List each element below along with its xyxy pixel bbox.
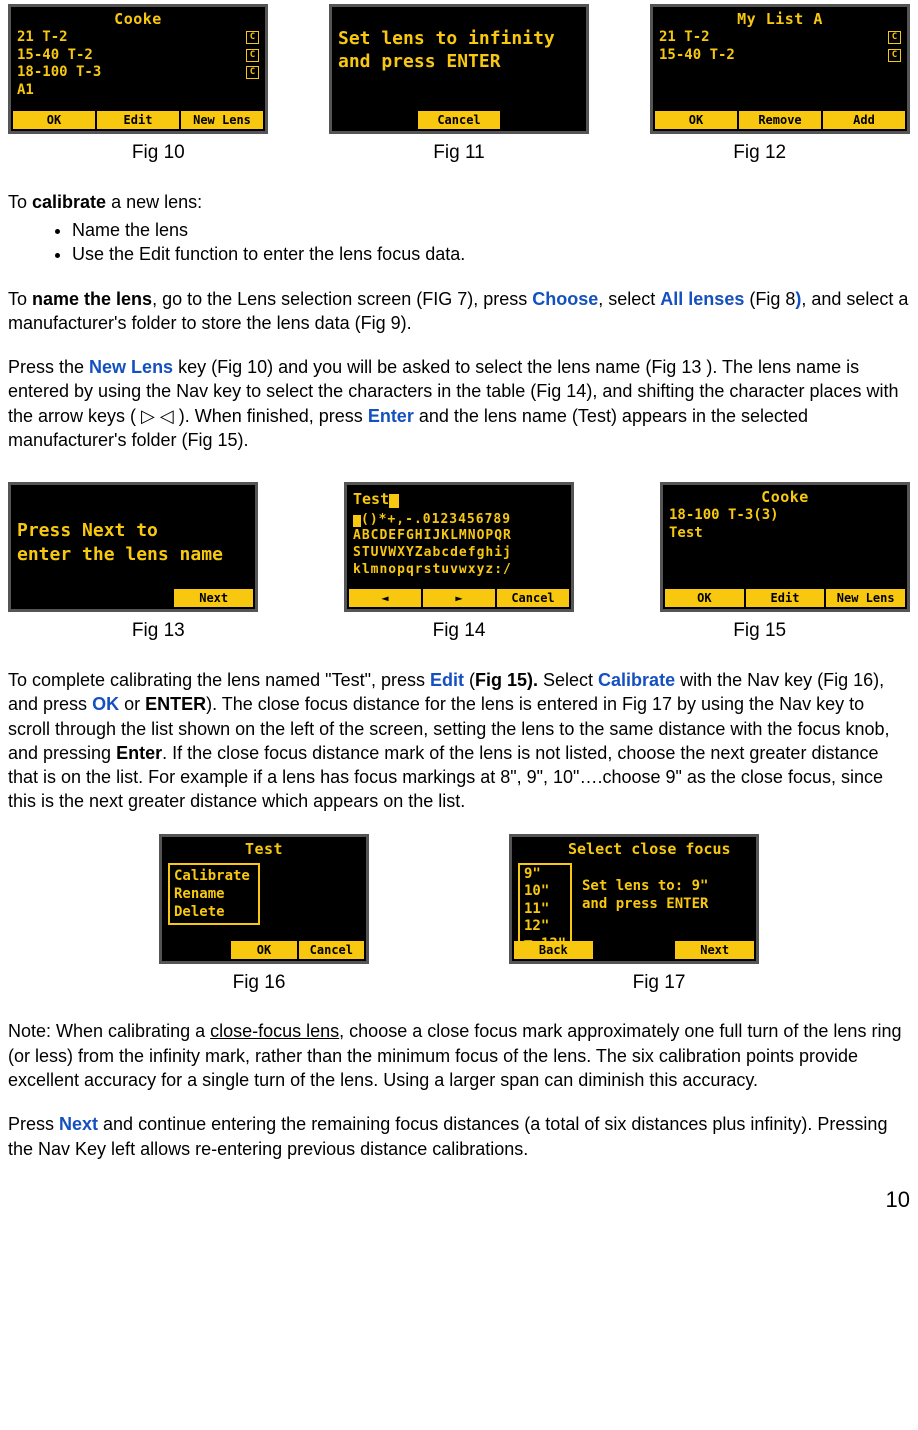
lcd-fig12: My List A 21 T-2C 15-40 T-2C OK Remove A… bbox=[650, 4, 910, 134]
lcd-title: Test bbox=[162, 837, 366, 859]
lcd-fig17: Select close focus 9" 10" 11" 12" ▽ 13" … bbox=[509, 834, 759, 964]
figure-caption: Fig 12 bbox=[609, 140, 910, 166]
left-arrow-button[interactable]: ◄ bbox=[349, 589, 421, 607]
edit-button[interactable]: Edit bbox=[746, 589, 825, 607]
lcd-menu: Calibrate Rename Delete bbox=[168, 863, 260, 926]
figure-caption: Fig 15 bbox=[609, 618, 910, 644]
figure-row-2: Press Next to enter the lens name Next T… bbox=[8, 482, 910, 612]
figure-caption: Fig 17 bbox=[529, 970, 789, 996]
page-number: 10 bbox=[8, 1185, 910, 1215]
lcd-body: 21 T-2C 15-40 T-2C bbox=[653, 27, 907, 111]
lcd-fig10: Cooke 21 T-2C 15-40 T-2C 18-100 T-3C A1 … bbox=[8, 4, 268, 134]
lcd-body: 21 T-2C 15-40 T-2C 18-100 T-3C A1 bbox=[11, 27, 265, 111]
right-arrow-button[interactable]: ► bbox=[423, 589, 495, 607]
lcd-fig16: Test Calibrate Rename Delete OK Cancel bbox=[159, 834, 369, 964]
figure-row-3: Test Calibrate Rename Delete OK Cancel S… bbox=[8, 834, 910, 964]
caption-row-2: Fig 13 Fig 14 Fig 15 bbox=[8, 618, 910, 644]
lcd-title: My List A bbox=[653, 7, 907, 29]
glyph-icon: C bbox=[246, 66, 259, 79]
figure-caption: Fig 10 bbox=[8, 140, 309, 166]
lcd-fig15: Cooke 18-100 T-3(3) Test OK Edit New Len… bbox=[660, 482, 910, 612]
add-button[interactable]: Add bbox=[823, 111, 905, 129]
glyph-icon: C bbox=[888, 49, 901, 62]
lcd-body: Press Next to enter the lens name bbox=[11, 485, 255, 566]
ok-button[interactable]: OK bbox=[13, 111, 95, 129]
paragraph: Press Next and continue entering the rem… bbox=[8, 1112, 910, 1161]
next-button[interactable]: Next bbox=[174, 589, 253, 607]
bullet-list: Name the lens Use the Edit function to e… bbox=[48, 218, 910, 267]
list-item: Name the lens bbox=[72, 218, 910, 242]
paragraph: Press the New Lens key (Fig 10) and you … bbox=[8, 355, 910, 452]
lcd-title: Select close focus bbox=[568, 839, 731, 859]
remove-button[interactable]: Remove bbox=[739, 111, 821, 129]
lcd-instruction: Set lens to: 9" and press ENTER bbox=[582, 877, 750, 913]
menu-item-delete[interactable]: Delete bbox=[174, 903, 250, 921]
figure-caption: Fig 14 bbox=[309, 618, 610, 644]
lcd-title: Test bbox=[347, 485, 571, 509]
paragraph-note: Note: When calibrating a close-focus len… bbox=[8, 1019, 910, 1092]
lcd-title: Cooke bbox=[663, 485, 907, 507]
char-table: ()*+,-.0123456789 ABCDEFGHIJKLMNOPQR STU… bbox=[347, 510, 571, 582]
lcd-fig13: Press Next to enter the lens name Next bbox=[8, 482, 258, 612]
caption-row-1: Fig 10 Fig 11 Fig 12 bbox=[8, 140, 910, 166]
glyph-icon: C bbox=[888, 31, 901, 44]
lcd-fig11: Set lens to infinity and press ENTER Can… bbox=[329, 4, 589, 134]
list-item[interactable]: 9" bbox=[524, 866, 566, 884]
lcd-body: 18-100 T-3(3) Test bbox=[663, 505, 907, 589]
figure-caption: Fig 16 bbox=[129, 970, 389, 996]
new-lens-button[interactable]: New Lens bbox=[181, 111, 263, 129]
cancel-button[interactable]: Cancel bbox=[418, 111, 500, 129]
caption-row-3: Fig 16 Fig 17 bbox=[8, 970, 910, 996]
paragraph: To complete calibrating the lens named "… bbox=[8, 668, 910, 814]
cursor-icon bbox=[389, 494, 399, 508]
menu-item-calibrate[interactable]: Calibrate bbox=[174, 867, 250, 885]
ok-button[interactable]: OK bbox=[655, 111, 737, 129]
glyph-icon: C bbox=[246, 31, 259, 44]
paragraph: To calibrate a new lens: bbox=[8, 190, 910, 214]
glyph-icon: C bbox=[246, 49, 259, 62]
figure-caption: Fig 11 bbox=[309, 140, 610, 166]
lcd-fig14: Test ()*+,-.0123456789 ABCDEFGHIJKLMNOPQ… bbox=[344, 482, 574, 612]
paragraph: To name the lens, go to the Lens selecti… bbox=[8, 287, 910, 336]
edit-button[interactable]: Edit bbox=[97, 111, 179, 129]
menu-item-rename[interactable]: Rename bbox=[174, 885, 250, 903]
figure-caption: Fig 13 bbox=[8, 618, 309, 644]
next-button[interactable]: Next bbox=[675, 941, 754, 959]
list-item[interactable]: 10" bbox=[524, 883, 566, 901]
new-lens-button[interactable]: New Lens bbox=[826, 589, 905, 607]
list-item[interactable]: 11" bbox=[524, 901, 566, 919]
ok-button[interactable]: OK bbox=[665, 589, 744, 607]
back-button[interactable]: Back bbox=[514, 941, 593, 959]
list-item: Use the Edit function to enter the lens … bbox=[72, 242, 910, 266]
figure-row-1: Cooke 21 T-2C 15-40 T-2C 18-100 T-3C A1 … bbox=[8, 4, 910, 134]
lcd-title: Cooke bbox=[11, 7, 265, 29]
lcd-body: Set lens to infinity and press ENTER bbox=[332, 7, 586, 74]
cancel-button[interactable]: Cancel bbox=[497, 589, 569, 607]
ok-button[interactable]: OK bbox=[231, 941, 296, 959]
cancel-button[interactable]: Cancel bbox=[299, 941, 364, 959]
list-item[interactable]: 12" bbox=[524, 918, 566, 936]
